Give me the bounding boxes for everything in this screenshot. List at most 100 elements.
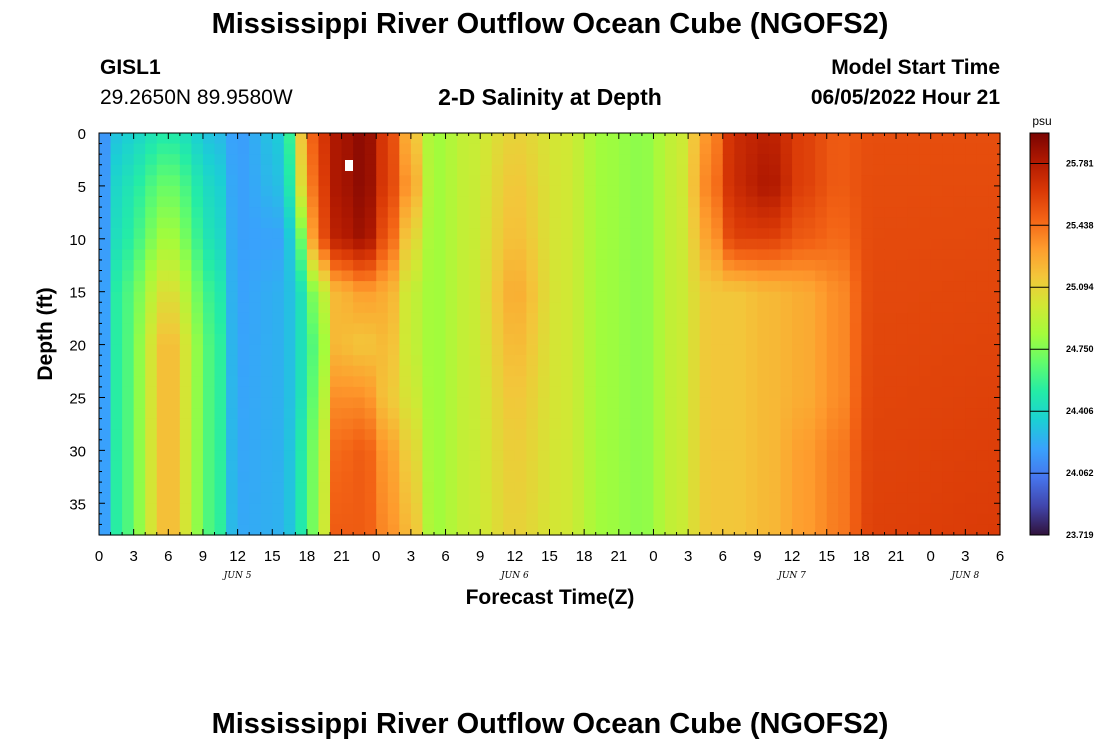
- heatmap-cell: [872, 334, 886, 346]
- heatmap-cell: [584, 143, 597, 155]
- heatmap-cell: [387, 207, 400, 219]
- heatmap-cell: [133, 513, 146, 526]
- heatmap-cell: [826, 154, 839, 166]
- heatmap-cell: [618, 418, 631, 430]
- heatmap-cell: [630, 207, 643, 219]
- heatmap-cell: [919, 503, 932, 515]
- heatmap-cell: [595, 429, 608, 441]
- heatmap-cell: [433, 291, 447, 303]
- heatmap-cell: [514, 217, 527, 229]
- heatmap-cell: [272, 175, 285, 187]
- heatmap-cell: [665, 355, 678, 367]
- heatmap-cell: [780, 503, 793, 515]
- heatmap-cell: [734, 524, 747, 536]
- heatmap-cell: [907, 238, 920, 250]
- heatmap-cell: [607, 270, 620, 282]
- heatmap-cell: [653, 503, 666, 515]
- heatmap-cell: [318, 175, 331, 187]
- heatmap-cell: [745, 460, 759, 473]
- x-tick-label: 9: [199, 548, 207, 565]
- heatmap-cell: [988, 429, 1001, 441]
- heatmap-cell: [838, 238, 851, 250]
- heatmap-cell: [896, 482, 909, 494]
- heatmap-cell: [145, 492, 158, 504]
- heatmap-cell: [110, 471, 123, 483]
- heatmap-cell: [330, 439, 343, 451]
- heatmap-cell: [145, 238, 158, 250]
- heatmap-cell: [942, 376, 955, 388]
- heatmap-cell: [676, 302, 689, 314]
- heatmap-cell: [780, 386, 793, 399]
- heatmap-cell: [433, 238, 447, 250]
- heatmap-cell: [872, 450, 886, 462]
- heatmap-cell: [179, 524, 193, 536]
- heatmap-cell: [468, 408, 481, 420]
- heatmap-cell: [930, 207, 943, 219]
- heatmap-cell: [514, 249, 527, 261]
- heatmap-cell: [618, 270, 631, 282]
- heatmap-cell: [976, 143, 990, 155]
- heatmap-cell: [283, 164, 296, 176]
- heatmap-cell: [676, 164, 689, 176]
- heatmap-cell: [976, 503, 990, 515]
- heatmap-cell: [780, 513, 793, 526]
- heatmap-cell: [526, 228, 539, 240]
- heatmap-cell: [988, 281, 1001, 293]
- heatmap-cell: [803, 270, 816, 282]
- heatmap-cell: [260, 513, 273, 526]
- heatmap-cell: [896, 439, 909, 451]
- heatmap-cell: [145, 471, 158, 483]
- heatmap-cell: [722, 249, 735, 261]
- heatmap-cell: [480, 312, 493, 325]
- heatmap-cell: [237, 154, 250, 166]
- heatmap-cell: [803, 217, 816, 229]
- heatmap-cell: [260, 164, 273, 176]
- heatmap-cell: [630, 408, 643, 420]
- heatmap-cell: [341, 471, 354, 483]
- heatmap-cell: [757, 492, 770, 504]
- heatmap-cell: [99, 185, 112, 198]
- heatmap-cell: [676, 418, 689, 430]
- heatmap-cell: [387, 397, 400, 409]
- heatmap-cell: [861, 302, 874, 314]
- heatmap-cell: [237, 185, 250, 198]
- heatmap-cell: [295, 164, 308, 176]
- heatmap-cell: [445, 450, 458, 462]
- heatmap-cell: [896, 270, 909, 282]
- heatmap-cell: [988, 397, 1001, 409]
- heatmap-cell: [260, 429, 273, 441]
- heatmap-cell: [202, 513, 216, 526]
- heatmap-cell: [561, 302, 574, 314]
- heatmap-cell: [318, 238, 331, 250]
- heatmap-cell: [283, 355, 296, 367]
- heatmap-cell: [272, 439, 285, 451]
- heatmap-cell: [99, 429, 112, 441]
- heatmap-cell: [930, 185, 943, 198]
- heatmap-cell: [734, 196, 747, 208]
- y-tick-label: 30: [69, 443, 86, 460]
- heatmap-cell: [976, 302, 990, 314]
- heatmap-cell: [191, 355, 204, 367]
- heatmap-cell: [572, 259, 585, 272]
- heatmap-cell: [226, 524, 239, 536]
- heatmap-cell: [699, 143, 712, 155]
- heatmap-cell: [272, 312, 285, 325]
- heatmap-cell: [849, 238, 862, 250]
- heatmap-cell: [433, 365, 447, 377]
- heatmap-cell: [780, 143, 793, 155]
- heatmap-cell: [896, 302, 909, 314]
- heatmap-cell: [202, 217, 216, 229]
- heatmap-cell: [226, 492, 239, 504]
- heatmap-cell: [907, 450, 920, 462]
- heatmap-cell: [179, 133, 193, 145]
- heatmap-cell: [907, 503, 920, 515]
- heatmap-cell: [237, 397, 250, 409]
- heatmap-cell: [699, 185, 712, 198]
- y-tick-label: 5: [78, 179, 86, 196]
- heatmap-cell: [422, 238, 435, 250]
- heatmap-cell: [792, 471, 805, 483]
- heatmap-cell: [249, 238, 262, 250]
- heatmap-cell: [364, 418, 377, 430]
- heatmap-cell: [826, 439, 839, 451]
- heatmap-cell: [249, 312, 262, 325]
